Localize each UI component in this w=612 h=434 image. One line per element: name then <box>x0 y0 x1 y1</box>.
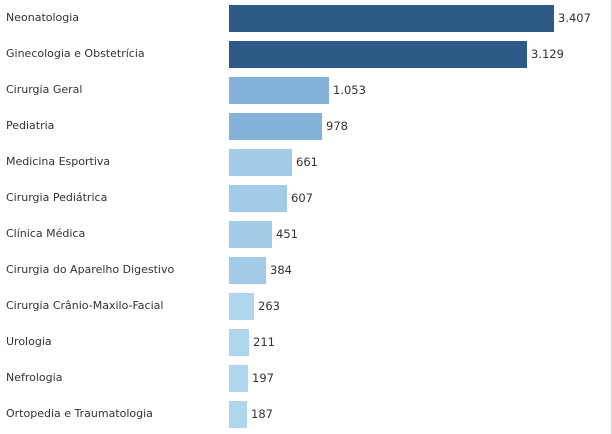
value-label: 978 <box>326 119 348 133</box>
bar-row: Neonatologia 3.407 <box>0 0 610 36</box>
bar-row: Cirurgia Crânio-Maxilo-Facial 263 <box>0 288 610 324</box>
category-label: Cirurgia Crânio-Maxilo-Facial <box>6 299 164 312</box>
bar[interactable] <box>229 293 254 320</box>
bar-row: Cirurgia do Aparelho Digestivo 384 <box>0 252 610 288</box>
category-label: Clínica Médica <box>6 227 86 240</box>
category-label: Medicina Esportiva <box>6 155 111 168</box>
bar-row: Ginecologia e Obstetrícia 3.129 <box>0 36 610 72</box>
bar[interactable] <box>229 41 527 68</box>
bar[interactable] <box>229 329 249 356</box>
bar[interactable] <box>229 149 292 176</box>
category-label: Pediatria <box>6 119 55 132</box>
value-label: 187 <box>251 407 273 421</box>
bar[interactable] <box>229 185 287 212</box>
value-label: 211 <box>253 335 275 349</box>
bar[interactable] <box>229 77 329 104</box>
bar-row: Cirurgia Geral 1.053 <box>0 72 610 108</box>
bar[interactable] <box>229 5 554 32</box>
value-label: 263 <box>258 299 280 313</box>
bar[interactable] <box>229 113 322 140</box>
bar[interactable] <box>229 365 248 392</box>
category-label: Cirurgia do Aparelho Digestivo <box>6 263 175 276</box>
bar-row: Urologia 211 <box>0 324 610 360</box>
value-label: 1.053 <box>333 83 366 97</box>
value-label: 451 <box>276 227 298 241</box>
value-label: 607 <box>291 191 313 205</box>
bar-row: Pediatria 978 <box>0 108 610 144</box>
category-label: Ortopedia e Traumatologia <box>6 407 153 420</box>
bar[interactable] <box>229 221 272 248</box>
bar-row: Nefrologia 197 <box>0 360 610 396</box>
category-label: Ginecologia e Obstetrícia <box>6 47 145 60</box>
category-label: Neonatologia <box>6 11 80 24</box>
category-label: Cirurgia Geral <box>6 83 83 96</box>
bar-row: Cirurgia Pediátrica 607 <box>0 180 610 216</box>
value-label: 3.129 <box>531 47 564 61</box>
bar[interactable] <box>229 401 247 428</box>
bar-row: Medicina Esportiva 661 <box>0 144 610 180</box>
bar[interactable] <box>229 257 266 284</box>
value-label: 3.407 <box>558 11 591 25</box>
category-label: Cirurgia Pediátrica <box>6 191 108 204</box>
category-label: Urologia <box>6 335 52 348</box>
bar-row: Clínica Médica 451 <box>0 216 610 252</box>
value-label: 197 <box>252 371 274 385</box>
value-label: 384 <box>270 263 292 277</box>
value-label: 661 <box>296 155 318 169</box>
bar-row: Ortopedia e Traumatologia 187 <box>0 396 610 432</box>
category-label: Nefrologia <box>6 371 63 384</box>
